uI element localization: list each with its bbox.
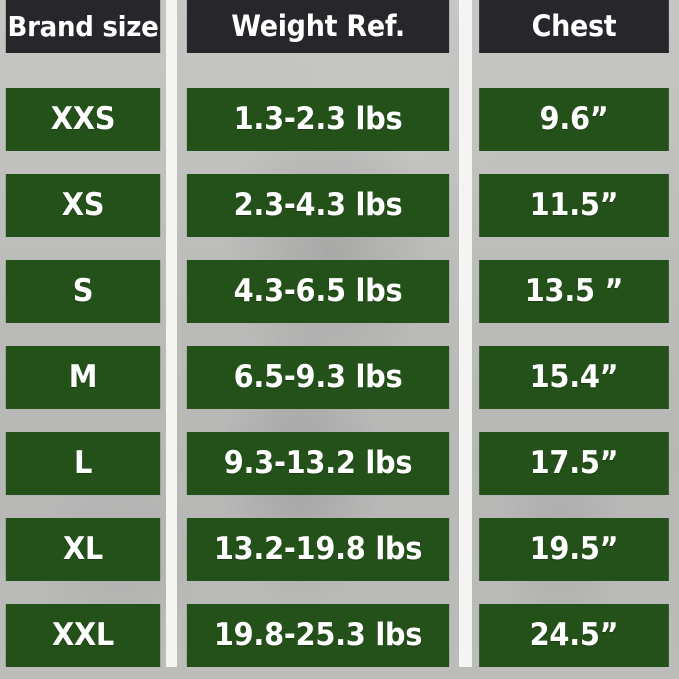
cell-chest: 15.4” (479, 346, 669, 409)
row-gap-col-1 (0, 581, 166, 604)
cell-weight-ref: 9.3-13.2 lbs (186, 432, 450, 495)
row-divider-1 (166, 346, 177, 409)
row-gap-col-1 (0, 237, 166, 260)
cell-brand-size: S (5, 260, 161, 323)
row-gap-divider-1 (166, 151, 177, 174)
row-gap-col-3 (472, 581, 676, 604)
row-divider-1 (166, 88, 177, 151)
row-gap-col-2 (177, 409, 459, 432)
row-gap-divider-1 (166, 495, 177, 518)
cell-weight-ref: 19.8-25.3 lbs (186, 604, 450, 667)
column-header-brand-size: Brand size (5, 0, 161, 53)
row-divider-2 (459, 604, 472, 667)
row-gap-col-3 (472, 495, 676, 518)
row-divider-1 (166, 518, 177, 581)
row-gap-divider-2 (459, 237, 472, 260)
cell-brand-size: M (5, 346, 161, 409)
cell-brand-size: XL (5, 518, 161, 581)
spacer-divider-2 (459, 53, 472, 88)
cell-brand-size: XXL (5, 604, 161, 667)
spacer-col-1 (0, 53, 166, 88)
row-gap-col-3 (472, 151, 676, 174)
row-gap-col-2 (177, 151, 459, 174)
header-divider-1 (166, 0, 177, 53)
row-divider-1 (166, 174, 177, 237)
spacer-col-3 (472, 53, 676, 88)
cell-chest: 24.5” (479, 604, 669, 667)
row-divider-2 (459, 432, 472, 495)
column-header-chest: Chest (479, 0, 669, 53)
row-gap-col-3 (472, 237, 676, 260)
cell-weight-ref: 13.2-19.8 lbs (186, 518, 450, 581)
column-header-weight-ref: Weight Ref. (186, 0, 450, 53)
row-gap-divider-2 (459, 409, 472, 432)
row-gap-divider-2 (459, 323, 472, 346)
cell-weight-ref: 2.3-4.3 lbs (186, 174, 450, 237)
row-divider-2 (459, 260, 472, 323)
row-gap-col-2 (177, 495, 459, 518)
row-divider-2 (459, 88, 472, 151)
cell-weight-ref: 1.3-2.3 lbs (186, 88, 450, 151)
row-divider-2 (459, 346, 472, 409)
row-gap-col-1 (0, 409, 166, 432)
cell-chest: 9.6” (479, 88, 669, 151)
row-divider-1 (166, 260, 177, 323)
cell-brand-size: XS (5, 174, 161, 237)
row-gap-col-1 (0, 323, 166, 346)
row-gap-divider-2 (459, 495, 472, 518)
row-gap-divider-1 (166, 237, 177, 260)
cell-chest: 19.5” (479, 518, 669, 581)
row-gap-divider-1 (166, 323, 177, 346)
row-gap-divider-2 (459, 581, 472, 604)
row-gap-col-2 (177, 237, 459, 260)
row-gap-divider-1 (166, 581, 177, 604)
row-divider-2 (459, 518, 472, 581)
spacer-col-2 (177, 53, 459, 88)
row-divider-1 (166, 604, 177, 667)
row-gap-divider-1 (166, 409, 177, 432)
row-gap-col-1 (0, 495, 166, 518)
row-divider-1 (166, 432, 177, 495)
cell-weight-ref: 6.5-9.3 lbs (186, 346, 450, 409)
cell-chest: 11.5” (479, 174, 669, 237)
cell-brand-size: L (5, 432, 161, 495)
cell-brand-size: XXS (5, 88, 161, 151)
cell-chest: 13.5 ” (479, 260, 669, 323)
spacer-divider-1 (166, 53, 177, 88)
header-divider-2 (459, 0, 472, 53)
cell-chest: 17.5” (479, 432, 669, 495)
cell-weight-ref: 4.3-6.5 lbs (186, 260, 450, 323)
row-gap-col-2 (177, 581, 459, 604)
row-gap-divider-2 (459, 151, 472, 174)
row-gap-col-3 (472, 409, 676, 432)
row-gap-col-2 (177, 323, 459, 346)
row-gap-col-3 (472, 323, 676, 346)
row-gap-col-1 (0, 151, 166, 174)
row-divider-2 (459, 174, 472, 237)
